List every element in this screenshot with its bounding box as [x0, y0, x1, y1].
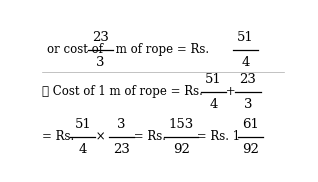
Text: = Rs. 1: = Rs. 1 — [193, 130, 240, 143]
Text: = Rs.: = Rs. — [42, 130, 78, 143]
Text: 92: 92 — [242, 143, 259, 156]
Text: 3: 3 — [244, 98, 252, 111]
Text: ×: × — [92, 130, 109, 143]
Text: 51: 51 — [205, 73, 222, 86]
Text: 51: 51 — [237, 31, 254, 44]
Text: = Rs.: = Rs. — [130, 130, 170, 143]
Text: ∴ Cost of 1 m of rope = Rs.: ∴ Cost of 1 m of rope = Rs. — [42, 85, 207, 98]
Text: or cost of: or cost of — [47, 43, 107, 56]
Text: 23: 23 — [239, 73, 256, 86]
Text: 92: 92 — [173, 143, 190, 156]
Text: 3: 3 — [117, 118, 125, 131]
Text: +: + — [222, 85, 239, 98]
Text: 3: 3 — [96, 56, 104, 69]
Text: 4: 4 — [241, 56, 250, 69]
Text: 23: 23 — [92, 31, 108, 44]
Text: 153: 153 — [169, 118, 194, 131]
Text: 4: 4 — [209, 98, 218, 111]
Text: 23: 23 — [113, 143, 129, 156]
Text: m of rope = Rs.: m of rope = Rs. — [113, 43, 213, 56]
Text: 51: 51 — [74, 118, 91, 131]
Text: 4: 4 — [79, 143, 87, 156]
Text: 61: 61 — [242, 118, 259, 131]
